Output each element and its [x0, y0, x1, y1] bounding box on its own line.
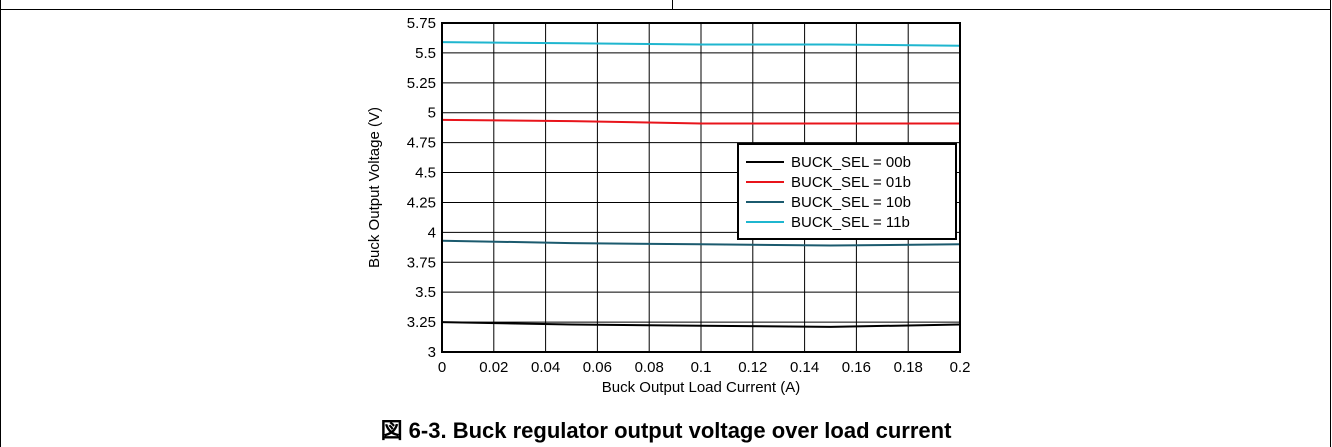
x-tick-label: 0.16 — [842, 359, 871, 376]
frame-left-border — [0, 0, 1, 447]
y-tick-label: 4.75 — [407, 135, 436, 152]
series-line-1 — [441, 321, 961, 328]
frame-column-divider — [672, 0, 673, 10]
legend-box — [737, 143, 957, 240]
x-tick-label: 0.02 — [479, 359, 508, 376]
x-tick-label: 0.14 — [790, 359, 819, 376]
series-line-4 — [441, 41, 961, 47]
legend-label: BUCK_SEL = 01b — [791, 174, 911, 191]
x-tick-label: 0.08 — [635, 359, 664, 376]
y-tick-label: 3.5 — [415, 284, 436, 301]
y-tick-label: 4.25 — [407, 194, 436, 211]
legend-label: BUCK_SEL = 10b — [791, 194, 911, 211]
y-tick-label: 4.5 — [415, 165, 436, 182]
x-tick-label: 0.2 — [950, 359, 971, 376]
legend-label: BUCK_SEL = 00b — [791, 154, 911, 171]
tick-labels: 0 0.02 0.04 0.06 0.08 0.1 0.12 0.14 0.16 0.18 0.2 3… — [407, 15, 971, 376]
y-axis-label: Buck Output Voltage (V) — [366, 107, 383, 268]
y-tick-label: 5 — [428, 105, 436, 122]
x-tick-label: 0.1 — [691, 359, 712, 376]
x-axis-label: Buck Output Load Current (A) — [602, 379, 800, 396]
y-tick-label: 4 — [428, 224, 436, 241]
plot-area-frame — [441, 22, 961, 353]
y-tick-label: 5.75 — [407, 15, 436, 32]
series-line-2 — [441, 118, 960, 125]
legend-label: BUCK_SEL = 11b — [791, 214, 910, 231]
frame-right-border — [1330, 0, 1331, 447]
x-tick-label: 0 — [438, 359, 446, 376]
y-tick-label: 5.25 — [407, 75, 436, 92]
y-tick-label: 3 — [428, 344, 436, 361]
x-tick-label: 0.18 — [894, 359, 923, 376]
legend: BUCK_SEL = 00b BUCK_SEL = 01b BUCK_SEL = 1… — [737, 143, 957, 240]
figure-caption: 図 6-3. Buck regulator output voltage ove… — [380, 418, 952, 443]
y-tick-label: 3.75 — [407, 254, 436, 271]
x-tick-label: 0.12 — [738, 359, 767, 376]
x-tick-label: 0.04 — [531, 359, 560, 376]
x-tick-label: 0.06 — [583, 359, 612, 376]
series-line-3 — [441, 239, 961, 247]
y-tick-label: 5.5 — [415, 45, 436, 62]
y-tick-label: 3.25 — [407, 314, 436, 331]
frame-top-divider — [0, 9, 1331, 10]
series-lines — [441, 41, 961, 328]
